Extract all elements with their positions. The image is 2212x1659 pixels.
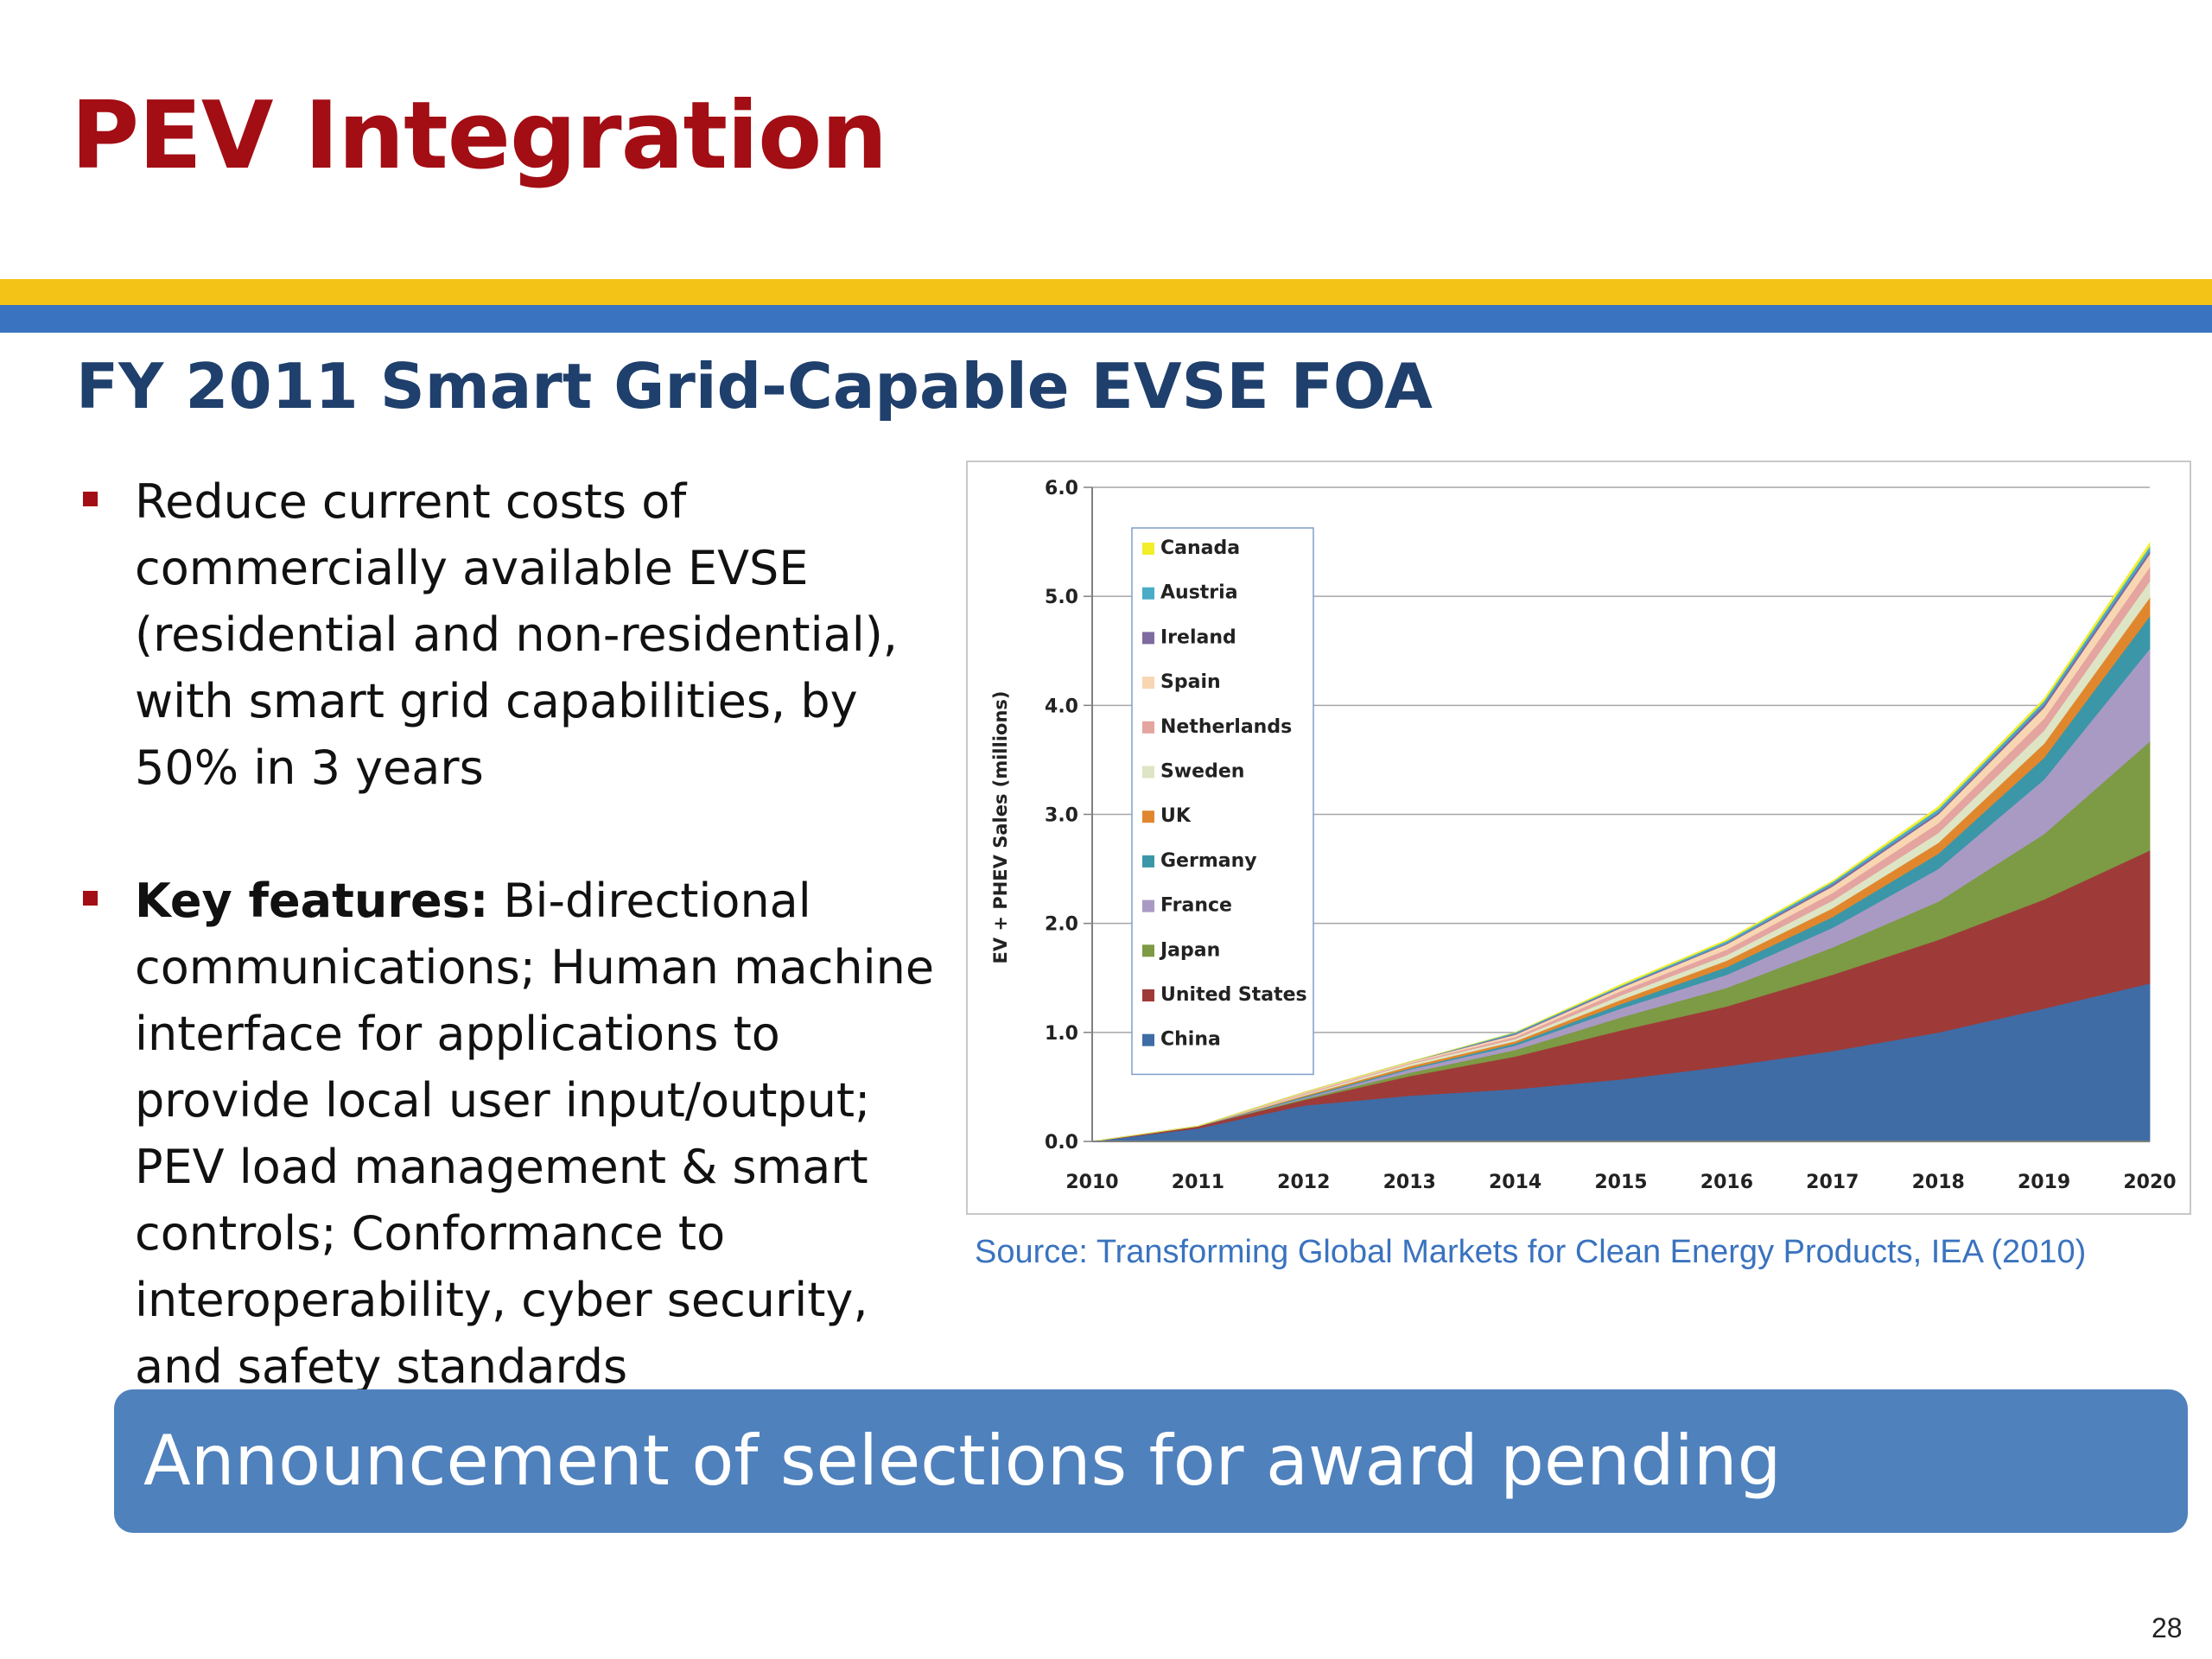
legend-swatch (1142, 899, 1154, 912)
legend-swatch (1142, 677, 1154, 690)
y-tick-label: 3.0 (1045, 805, 1078, 827)
source-citation: Source: Transforming Global Markets for … (975, 1234, 2087, 1270)
x-tick-label: 2017 (1806, 1172, 1859, 1193)
header-band-gold (0, 279, 2212, 305)
legend-label: Austria (1160, 582, 1238, 604)
legend-swatch (1142, 810, 1154, 823)
legend-label: China (1160, 1029, 1221, 1051)
bullet-item-cost: Reduce current costs of commercially ava… (76, 468, 957, 801)
legend-swatch (1142, 632, 1154, 645)
page-number: 28 (2152, 1612, 2183, 1643)
x-tick-label: 2016 (1700, 1172, 1753, 1193)
bullet-list: Reduce current costs of commercially ava… (76, 468, 957, 1400)
legend-label: UK (1160, 805, 1192, 827)
chart-frame: 0.0 1.0 2.0 3.0 4.0 5.0 6.0 2010 2011 2012 2013 201… (966, 461, 2191, 1215)
legend-label: Sweden (1160, 761, 1244, 783)
legend-swatch (1142, 855, 1154, 868)
slide-title: PEV Integration (71, 82, 887, 190)
legend-swatch (1142, 543, 1154, 555)
legend-swatch (1142, 587, 1154, 600)
legend-label: Netherlands (1160, 716, 1292, 738)
ev-sales-chart: 0.0 1.0 2.0 3.0 4.0 5.0 6.0 2010 2011 2012 2013 201… (990, 478, 2177, 1193)
y-axis-label: EV + PHEV Sales (millions) (990, 691, 1011, 964)
legend-label: Ireland (1160, 626, 1236, 648)
y-tick-label: 2.0 (1045, 914, 1078, 936)
bullet-text: Reduce current costs of commercially ava… (135, 474, 898, 795)
series-area-canada (1091, 541, 2151, 1142)
bullet-square-icon (83, 891, 98, 906)
header-band-blue (0, 305, 2212, 333)
legend-label: United States (1160, 984, 1307, 1006)
x-tick-label: 2020 (2123, 1172, 2176, 1193)
y-tick-label: 6.0 (1045, 478, 1078, 499)
x-tick-label: 2011 (1172, 1172, 1224, 1193)
legend-label: Spain (1160, 671, 1221, 693)
x-tick-label: 2019 (2018, 1172, 2070, 1193)
y-tick-label: 0.0 (1045, 1132, 1078, 1154)
bullet-square-icon (83, 492, 98, 506)
x-tick-label: 2010 (1065, 1172, 1118, 1193)
legend-swatch (1142, 1033, 1154, 1046)
y-tick-label: 4.0 (1045, 696, 1078, 717)
bullet-strong-label: Key features: (135, 874, 489, 928)
x-tick-label: 2014 (1489, 1172, 1541, 1193)
legend-swatch (1142, 721, 1154, 734)
legend-swatch (1142, 766, 1154, 779)
y-tick-label: 5.0 (1045, 587, 1078, 608)
announcement-text: Announcement of selections for award pen… (143, 1421, 1782, 1501)
bullet-item-features: Key features: Bi-directional communicati… (76, 868, 957, 1400)
legend-swatch (1142, 944, 1154, 957)
x-tick-label: 2015 (1594, 1172, 1647, 1193)
legend-label: France (1160, 895, 1232, 917)
slide-subtitle: FY 2011 Smart Grid-Capable EVSE FOA (76, 350, 1433, 423)
bullet-text: Bi-directional communications; Human mac… (135, 874, 935, 1394)
y-tick-label: 1.0 (1045, 1023, 1078, 1045)
legend-swatch (1142, 989, 1154, 1001)
x-tick-label: 2018 (1912, 1172, 1965, 1193)
announcement-banner: Announcement of selections for award pen… (114, 1389, 2188, 1533)
x-tick-label: 2013 (1383, 1172, 1436, 1193)
legend-label: Japan (1159, 939, 1220, 961)
chart-legend (1131, 527, 1314, 1076)
x-tick-label: 2012 (1277, 1172, 1330, 1193)
legend-label: Germany (1160, 850, 1257, 872)
legend-label: Canada (1160, 537, 1240, 559)
